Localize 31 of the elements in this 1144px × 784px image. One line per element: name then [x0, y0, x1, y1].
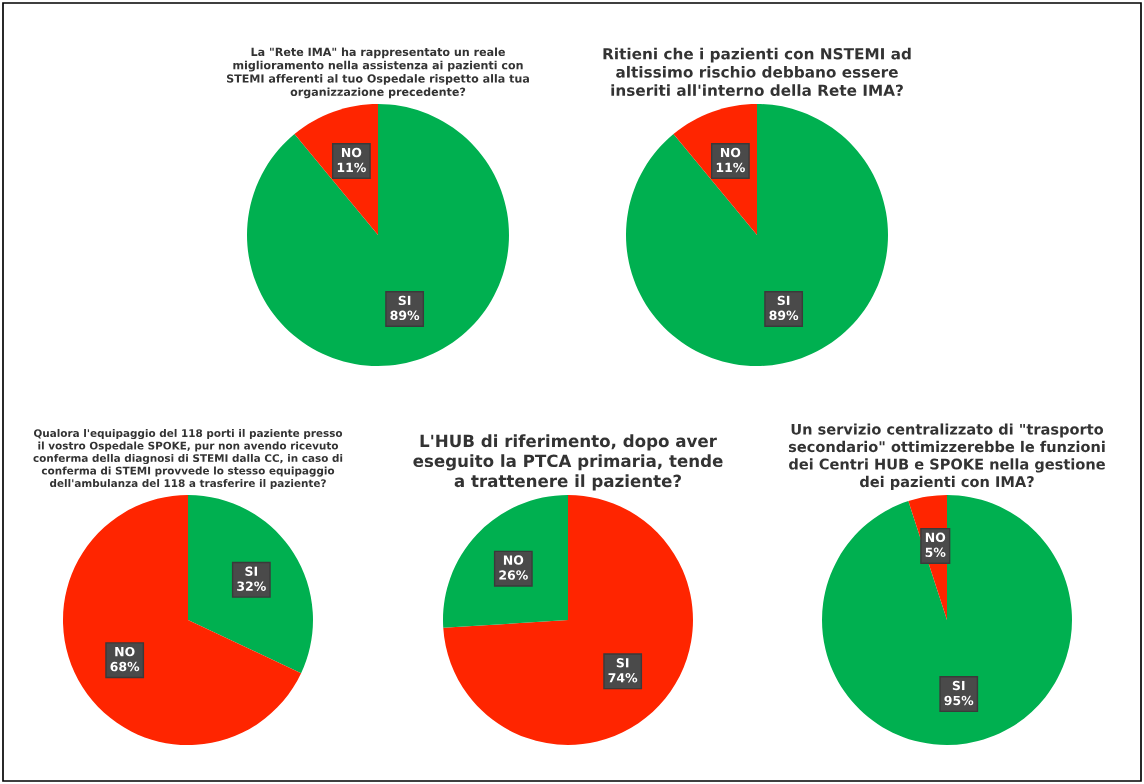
data-label: 95% [944, 695, 974, 706]
slice-label: NO [115, 646, 135, 657]
data-label: 32% [237, 581, 266, 591]
data-label: 68% [110, 661, 140, 672]
slice-label: NO [341, 147, 362, 158]
slice-label: SI [777, 295, 790, 306]
pie-slice [188, 495, 313, 674]
slice-label: SI [952, 680, 965, 691]
chart-title: Qualora l'equipaggio del 118 porti il paziente presso il vostro Ospedale SPOKE, pur non avendo ricevuto conferma della diagnosi di STEMI dalla CC, in caso di conferma di STEMI provvede lo stesso equipaggio dell'ambulanza del 118 a trasferire il paziente? [33, 428, 343, 490]
chart-title: Un servizio centralizzato di "trasporto secondario" ottimizzerebbe le funzioni dei Centri HUB e SPOKE nella gestione dei pazienti con IMA? [788, 423, 1105, 490]
data-label: 89% [390, 310, 420, 321]
slice-label: SI [616, 658, 629, 668]
chart-title: L'HUB di riferimento, dopo aver eseguito la PTCA primaria, tende a trattenere il paziente? [413, 434, 723, 491]
pie-slice [626, 104, 888, 366]
data-label: 11% [337, 162, 366, 173]
pie-slice [247, 104, 509, 366]
slice-label: NO [925, 532, 946, 543]
data-label: 26% [499, 570, 528, 580]
data-label: 89% [769, 310, 799, 321]
data-label: 74% [608, 672, 638, 683]
pie-slice [822, 495, 1072, 745]
data-label: 5% [925, 547, 946, 558]
slice-label: NO [720, 147, 741, 158]
slice-label: NO [503, 555, 524, 565]
pie-slice [443, 495, 693, 745]
slice-label: SI [245, 566, 257, 576]
chart-title: La "Rete IMA" ha rappresentato un reale miglioramento nella assistenza ai pazienti con STEMI afferenti al tuo Ospedale rispetto alla tua organizzazione precedente? [226, 47, 529, 99]
slice-label: SI [398, 295, 411, 306]
chart-title: Ritieni che i pazienti con NSTEMI ad altissimo rischio debbano essere inseriti all'interno della Rete IMA? [603, 47, 911, 97]
pie-slice [63, 495, 302, 745]
data-label: 11% [716, 162, 745, 173]
